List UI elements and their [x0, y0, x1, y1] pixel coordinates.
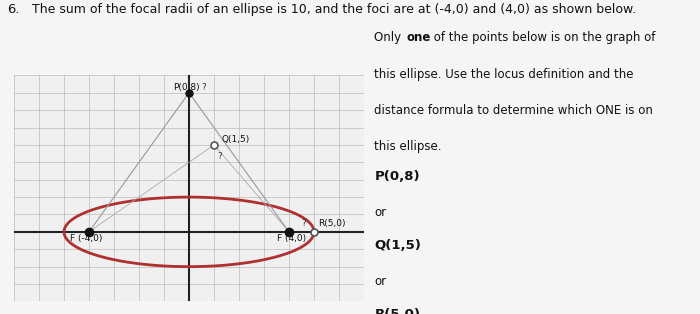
- Text: Only: Only: [374, 31, 405, 44]
- Text: one: one: [407, 31, 431, 44]
- Text: ?: ?: [202, 83, 206, 92]
- Text: ?: ?: [218, 152, 223, 161]
- Text: F (4,0): F (4,0): [277, 235, 306, 243]
- Text: F (-4,0): F (-4,0): [70, 235, 103, 243]
- Text: or: or: [374, 206, 386, 219]
- Text: R(5,0): R(5,0): [374, 308, 421, 314]
- Text: 6.: 6.: [7, 3, 20, 16]
- Text: distance formula to determine which ONE is on: distance formula to determine which ONE …: [374, 104, 653, 116]
- Text: P(0,8): P(0,8): [173, 83, 200, 92]
- Text: of the points below is on the graph of: of the points below is on the graph of: [430, 31, 655, 44]
- Text: The sum of the focal radii of an ellipse is 10, and the foci are at (-4,0) and (: The sum of the focal radii of an ellipse…: [32, 3, 636, 16]
- Text: Q(1,5): Q(1,5): [221, 135, 250, 144]
- Text: this ellipse. Use the locus definition and the: this ellipse. Use the locus definition a…: [374, 68, 634, 80]
- Text: or: or: [374, 275, 386, 288]
- Text: Q(1,5): Q(1,5): [374, 239, 421, 252]
- Text: P(0,8): P(0,8): [374, 170, 420, 182]
- Text: this ellipse.: this ellipse.: [374, 140, 442, 153]
- Text: ?: ?: [302, 219, 307, 228]
- Text: R(5,0): R(5,0): [318, 219, 345, 228]
